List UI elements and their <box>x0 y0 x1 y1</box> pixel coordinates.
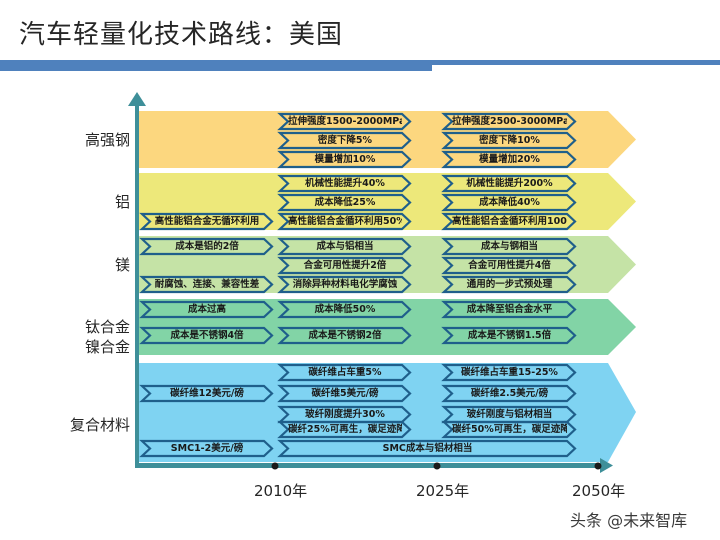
chevron-label: 成本过高 <box>187 303 226 315</box>
row-label-composite: 复合材料 <box>69 416 130 434</box>
timeline-marker-2050 <box>594 462 602 470</box>
timeline-marker-2025 <box>433 462 441 470</box>
chevron-shape <box>277 174 412 193</box>
chevron-label: 碳纤维5美元/磅 <box>311 387 379 399</box>
chevron-shape <box>139 326 274 345</box>
chevron-label: SMC成本与铝材相当 <box>382 442 473 454</box>
chevron-label: 通用的一步式预处理 <box>466 278 553 290</box>
chevron-shape <box>277 326 412 345</box>
chevron-label: 成本与钢相当 <box>480 240 538 252</box>
chevron-shape <box>441 275 577 294</box>
chevron-label: 机械性能提升200% <box>466 177 553 189</box>
chevron-shape <box>441 150 577 169</box>
chevron-label: 碳纤维占车重15-25% <box>461 366 558 378</box>
chevron-label: 模量增加20% <box>479 153 540 165</box>
chevron-shape <box>139 300 274 319</box>
chevron-label: 机械性能提升40% <box>305 177 385 189</box>
chevron-label: 高性能铝合金循环利用50% <box>288 215 402 227</box>
chevron-label: 成本降低25% <box>314 196 376 208</box>
chevron-shape <box>441 131 577 150</box>
row-label-nickel-alloy: 镍合金 <box>84 338 130 356</box>
chevron-label: 高性能铝合金无循环利用 <box>154 215 260 227</box>
row-label-magnesium: 镁 <box>114 256 130 274</box>
chevron-shape <box>139 237 274 256</box>
timeline-marker-2010 <box>271 462 279 470</box>
chevron-label: 密度下降10% <box>479 134 540 146</box>
row-label-steel: 高强钢 <box>84 131 130 149</box>
chevron-shape <box>441 193 577 212</box>
chevron-shape <box>441 384 577 403</box>
watermark: 头条 @未来智库 <box>570 511 688 530</box>
chevron-shape <box>441 420 577 439</box>
timeline-axis <box>135 458 613 473</box>
chevron-shape <box>139 212 274 231</box>
chevron-label: 玻纤刚度提升30% <box>305 408 385 420</box>
chevron-shape <box>441 256 577 275</box>
band-aluminum <box>139 173 636 230</box>
chevron-label: 成本降低50% <box>314 303 376 315</box>
row-label-aluminum: 铝 <box>114 193 130 211</box>
chevron-label: 成本降至铝合金水平 <box>466 303 553 315</box>
chevron-shape <box>277 150 412 169</box>
chevron-shape <box>277 300 412 319</box>
chevron-shape <box>277 384 412 403</box>
chevron-shape <box>277 131 412 150</box>
chevron-shape <box>441 237 577 256</box>
chevron-label: 碳纤维12美元/磅 <box>170 387 244 399</box>
chevron-label: 高性能铝合金循环利用100% <box>452 215 567 227</box>
chevron-label: 碳纤维占车重5% <box>308 366 382 378</box>
chevron-label: 成本是铝的2倍 <box>175 240 239 252</box>
chevron-label: 合金可用性提升4倍 <box>468 259 551 271</box>
year-label-2025: 2025年 <box>416 482 470 500</box>
vertical-axis <box>128 92 146 466</box>
chevron-shape <box>277 193 412 212</box>
chevron-shape <box>277 439 577 458</box>
chevron-shape <box>441 326 577 345</box>
chevron-label: 密度下降5% <box>317 134 373 146</box>
chevron-shape <box>139 384 274 403</box>
chevron-label: 成本与铝相当 <box>316 240 374 252</box>
chevron-label: 耐腐蚀、连接、兼容性差 <box>154 278 260 290</box>
chevron-shape <box>139 275 274 294</box>
chevron-shape <box>441 112 577 131</box>
chevron-label: 成本是不锈钢2倍 <box>308 329 382 341</box>
chevron-label: 模量增加10% <box>314 153 376 165</box>
band-steel <box>139 111 636 168</box>
chevron-label: 成本是不锈钢1.5倍 <box>467 329 552 341</box>
chevron-shape <box>441 363 577 382</box>
chevron-shape <box>441 300 577 319</box>
row-label-titanium-alloy: 钛合金 <box>84 318 130 336</box>
title-underline-thin <box>432 60 720 65</box>
year-label-2050: 2050年 <box>572 482 626 500</box>
chevron-label: 碳纤25%可再生，碳足迹降25% <box>288 423 402 435</box>
chevron-label: 消除异种材料电化学腐蚀 <box>292 278 398 290</box>
chevron-label: 成本降低40% <box>479 196 540 208</box>
chevron-shape <box>277 275 412 294</box>
chevron-shape <box>277 112 412 131</box>
chevron-shape <box>139 439 274 458</box>
chevron-shape <box>277 420 412 439</box>
page-title: 汽车轻量化技术路线：美国 <box>19 20 344 50</box>
chevron-shape <box>277 363 412 382</box>
chevron-label: 拉伸强度2500-3000MPa <box>452 115 567 127</box>
title-underline-thick <box>0 60 432 71</box>
chevron-shape <box>441 174 577 193</box>
chevron-label: 合金可用性提升2倍 <box>303 259 387 271</box>
chevron-label: 碳纤维2.5美元/磅 <box>470 387 549 399</box>
chevron-label: 成本是不锈钢4倍 <box>170 329 244 341</box>
chevron-label: 碳纤50%可再生，碳足迹降75% <box>452 423 567 435</box>
year-label-2010: 2010年 <box>254 482 308 500</box>
chevron-shape <box>277 237 412 256</box>
chevron-shape <box>277 256 412 275</box>
chevron-label: 玻纤刚度与铝材相当 <box>466 408 553 420</box>
chevron-shape <box>277 212 412 231</box>
chevron-label: SMC1-2美元/磅 <box>170 442 244 454</box>
chevron-shape <box>441 212 577 231</box>
chevron-label: 拉伸强度1500-2000MPa <box>288 115 402 127</box>
band-magnesium <box>139 236 636 293</box>
